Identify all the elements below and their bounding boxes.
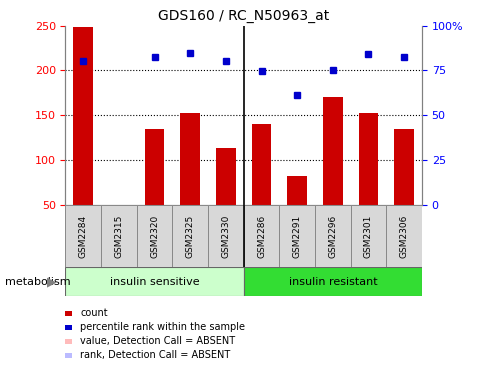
Text: ▶: ▶ — [46, 275, 56, 288]
Bar — [358, 113, 378, 205]
Text: GSM2284: GSM2284 — [78, 214, 88, 258]
Text: GSM2320: GSM2320 — [150, 214, 159, 258]
Bar — [279, 205, 314, 267]
Text: GSM2315: GSM2315 — [114, 214, 123, 258]
Bar — [65, 267, 243, 296]
Bar — [136, 205, 172, 267]
Text: GSM2325: GSM2325 — [185, 214, 195, 258]
Text: GSM2306: GSM2306 — [399, 214, 408, 258]
Text: percentile rank within the sample: percentile rank within the sample — [80, 322, 244, 332]
Text: rank, Detection Call = ABSENT: rank, Detection Call = ABSENT — [80, 350, 230, 360]
Title: GDS160 / RC_N50963_at: GDS160 / RC_N50963_at — [158, 9, 329, 23]
Text: GSM2301: GSM2301 — [363, 214, 372, 258]
Text: count: count — [80, 308, 107, 318]
Text: insulin sensitive: insulin sensitive — [109, 277, 199, 287]
Text: GSM2286: GSM2286 — [257, 214, 266, 258]
Bar — [180, 113, 199, 205]
Bar — [350, 205, 385, 267]
Bar — [74, 27, 93, 205]
Text: GSM2296: GSM2296 — [328, 214, 337, 258]
Bar — [216, 147, 235, 205]
Bar — [251, 124, 271, 205]
Bar — [393, 129, 413, 205]
Bar — [101, 205, 136, 267]
Bar — [322, 97, 342, 205]
Bar — [65, 205, 101, 267]
Bar — [208, 205, 243, 267]
Text: insulin resistant: insulin resistant — [288, 277, 377, 287]
Bar — [287, 176, 306, 205]
Text: value, Detection Call = ABSENT: value, Detection Call = ABSENT — [80, 336, 235, 346]
Bar — [385, 205, 421, 267]
Bar — [145, 129, 164, 205]
Text: metabolism: metabolism — [5, 277, 70, 287]
Bar — [314, 205, 350, 267]
Text: GSM2330: GSM2330 — [221, 214, 230, 258]
Bar — [243, 267, 421, 296]
Text: GSM2291: GSM2291 — [292, 214, 301, 258]
Bar — [172, 205, 208, 267]
Bar — [243, 205, 279, 267]
